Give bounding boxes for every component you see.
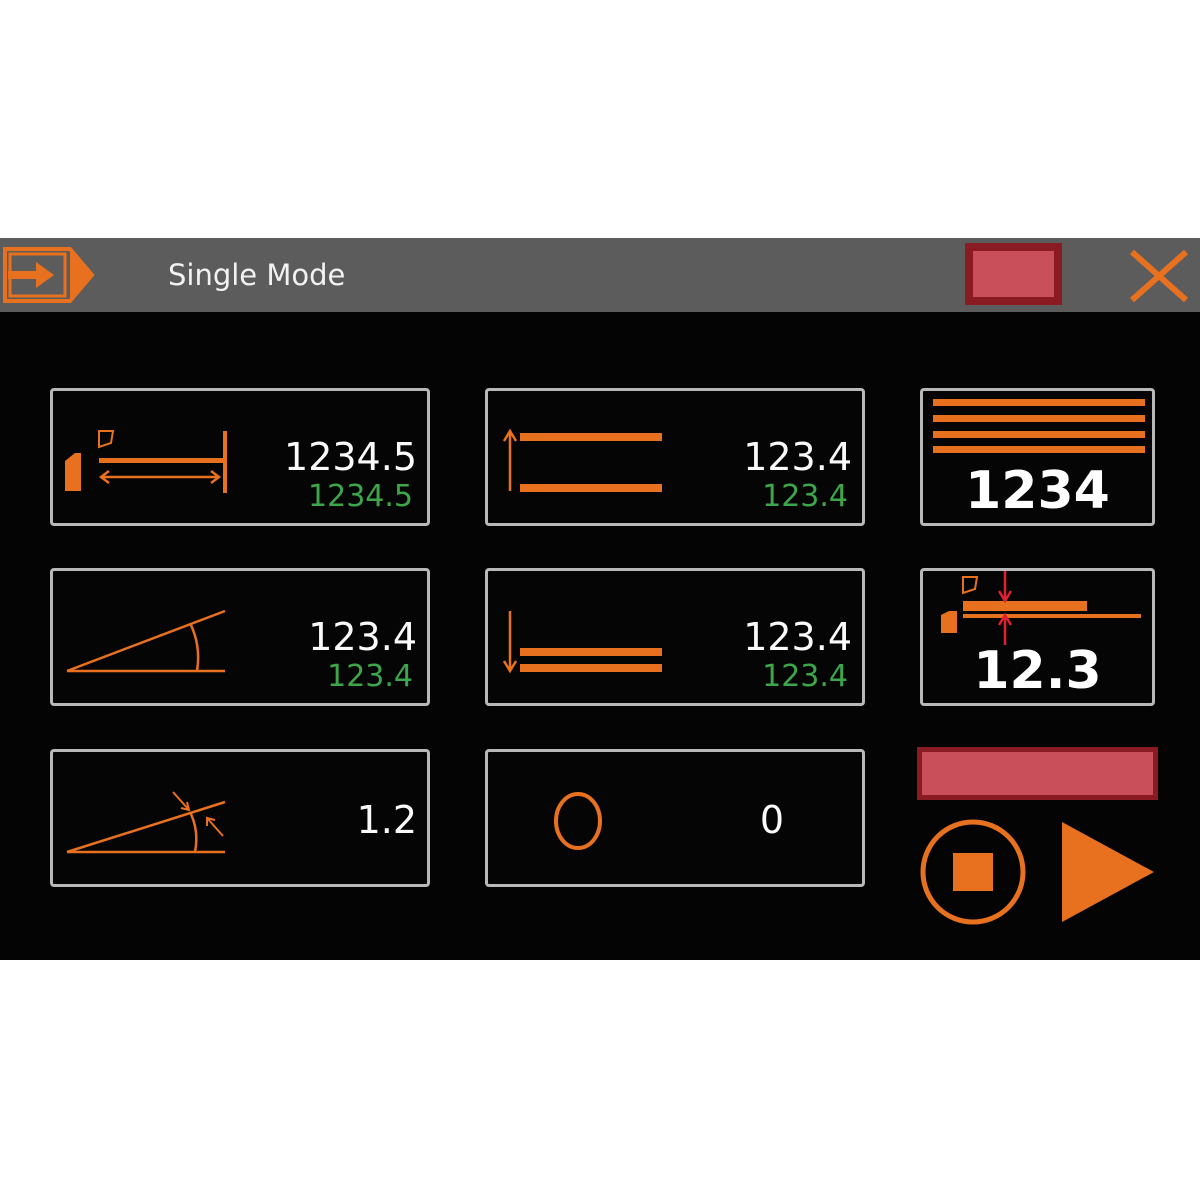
thickness-panel[interactable]: 12.3 bbox=[920, 568, 1155, 706]
opening-value: 123.4 bbox=[743, 435, 852, 479]
angle-correction-panel[interactable]: 1.2 bbox=[50, 749, 430, 887]
page-title: Single Mode bbox=[168, 258, 346, 292]
play-icon[interactable] bbox=[1060, 820, 1156, 924]
stop-icon[interactable] bbox=[918, 818, 1028, 928]
machine-screen: Single Mode 1234.5 1234.5 123.4 123.4 bbox=[0, 238, 1200, 960]
status-indicator[interactable] bbox=[965, 243, 1062, 305]
bend-angle-icon bbox=[66, 609, 226, 673]
angle-value: 123.4 bbox=[308, 615, 417, 659]
opening-up-icon bbox=[502, 428, 662, 492]
enter-arrow-icon[interactable] bbox=[2, 246, 96, 304]
angle-correction-icon bbox=[66, 791, 226, 854]
angle-actual: 123.4 bbox=[327, 659, 413, 694]
title-bar: Single Mode bbox=[0, 238, 1200, 312]
back-gauge-actual: 1234.5 bbox=[308, 479, 413, 514]
angle-panel[interactable]: 123.4 123.4 bbox=[50, 568, 430, 706]
opening-actual: 123.4 bbox=[762, 479, 848, 514]
closing-actual: 123.4 bbox=[762, 659, 848, 694]
closing-down-icon bbox=[502, 611, 662, 674]
alert-bar[interactable] bbox=[917, 747, 1158, 800]
closing-value: 123.4 bbox=[743, 615, 852, 659]
opening-panel[interactable]: 123.4 123.4 bbox=[485, 388, 865, 526]
counter-value: 0 bbox=[759, 798, 784, 842]
sheet-thickness-icon bbox=[941, 571, 1141, 645]
back-gauge-panel[interactable]: 1234.5 1234.5 bbox=[50, 388, 430, 526]
counter-panel[interactable]: 0 bbox=[485, 749, 865, 887]
circle-icon bbox=[554, 792, 602, 850]
back-gauge-icon bbox=[65, 430, 227, 493]
angle-correction-value: 1.2 bbox=[356, 798, 417, 842]
bend-count-panel[interactable]: 1234 bbox=[920, 388, 1155, 526]
closing-panel[interactable]: 123.4 123.4 bbox=[485, 568, 865, 706]
close-icon[interactable] bbox=[1128, 248, 1190, 304]
bend-count-value: 1234 bbox=[965, 461, 1110, 521]
back-gauge-value: 1234.5 bbox=[284, 435, 417, 479]
thickness-value: 12.3 bbox=[973, 641, 1102, 701]
stacked-sheets-icon bbox=[933, 399, 1145, 453]
